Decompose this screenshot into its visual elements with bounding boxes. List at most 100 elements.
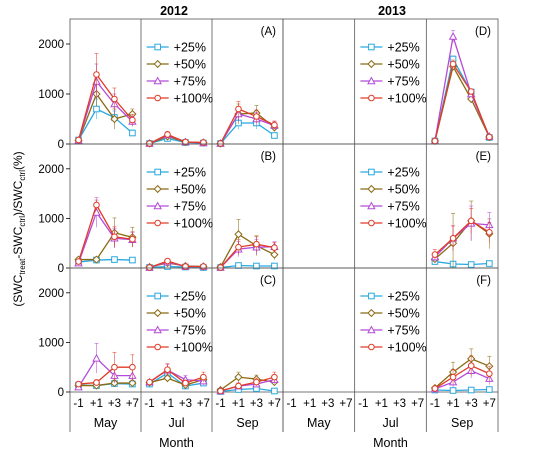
data-point xyxy=(217,140,224,147)
x-tick-label: -1 xyxy=(358,398,368,410)
x-axis-label: Month xyxy=(159,436,194,450)
data-point xyxy=(253,240,260,248)
legend: +25% +50% +75% +100% xyxy=(146,290,213,355)
month-label: Jul xyxy=(169,416,185,430)
data-point xyxy=(200,139,207,146)
legend-label: +25% xyxy=(387,290,419,304)
data-point xyxy=(431,251,439,258)
series-line xyxy=(220,376,275,391)
data-point xyxy=(235,243,242,251)
legend-label: +50% xyxy=(387,307,419,321)
legend-label: +50% xyxy=(387,58,419,72)
data-point xyxy=(486,386,493,393)
legend: +25% +50% +75% +100% xyxy=(360,166,427,231)
data-point xyxy=(146,140,153,147)
panel-c: 0 1000 2000 (C) +25% +50% +75% +100% xyxy=(38,267,284,399)
data-point xyxy=(182,138,189,146)
series-line xyxy=(77,73,133,141)
legend-label: +50% xyxy=(174,307,206,321)
data-point xyxy=(75,136,82,144)
data-point xyxy=(253,262,260,270)
y-label-post: (%) xyxy=(11,151,25,170)
series-line xyxy=(77,357,133,388)
x-tick-label: +7 xyxy=(268,398,281,410)
month-label: Sep xyxy=(236,416,258,430)
data-point xyxy=(449,234,457,242)
series-line xyxy=(434,220,490,256)
y-tick-label: 1000 xyxy=(38,89,64,101)
data-point xyxy=(93,105,100,113)
legend-label: +50% xyxy=(174,183,206,197)
data-point xyxy=(111,95,118,103)
x-tick-label: +3 xyxy=(321,398,334,410)
panel-a: 0 1000 2000 (A) +25% +50% +75% +100% xyxy=(38,18,284,151)
data-point xyxy=(200,373,207,381)
data-point xyxy=(467,217,475,225)
series-line xyxy=(434,36,490,142)
data-point xyxy=(467,88,475,95)
x-axis-label: Month xyxy=(373,436,408,450)
series-line xyxy=(77,108,133,141)
data-point xyxy=(217,387,224,395)
column-title-2013: 2013 xyxy=(378,4,406,18)
panel-label: (C) xyxy=(260,275,276,287)
y-tick-label: 2000 xyxy=(38,164,64,176)
data-point xyxy=(271,244,278,251)
data-point xyxy=(235,105,242,113)
panel-label: (F) xyxy=(476,275,491,287)
panels-layer: 0 1000 2000 (A) +25% +50% +75% +100% 0 1000 2000 (B… xyxy=(38,18,499,399)
data-point xyxy=(486,370,493,377)
x-tick-label: +1 xyxy=(232,398,245,410)
data-point xyxy=(93,201,100,209)
x-tick-label: +1 xyxy=(447,398,460,410)
series-line xyxy=(78,382,133,387)
x-axis-2013: -1 +1 +3 +7 -1 +1 +3 +7 -1 +1 +3 +7 May Jul Sep Month xyxy=(282,392,499,450)
series-line xyxy=(220,246,275,268)
legend-label: +50% xyxy=(387,183,419,197)
data-point xyxy=(92,353,101,362)
data-point xyxy=(486,133,493,141)
legend: +25% +50% +75% +100% xyxy=(360,290,427,355)
month-label: May xyxy=(94,416,118,430)
data-point xyxy=(129,363,136,371)
series-line xyxy=(434,388,490,392)
data-point xyxy=(129,116,136,124)
data-point xyxy=(110,114,119,124)
legend-marker xyxy=(368,343,375,351)
month-label: Sep xyxy=(451,416,473,430)
data-point xyxy=(75,258,82,265)
legend: +25% +50% +75% +100% xyxy=(146,41,213,106)
data-point xyxy=(431,137,439,145)
legend-label: +100% xyxy=(387,217,426,231)
series-line xyxy=(220,243,275,268)
series-line xyxy=(77,203,133,262)
month-label: May xyxy=(307,416,331,430)
x-tick-label: +7 xyxy=(339,398,352,410)
data-point xyxy=(271,373,278,381)
legend-marker xyxy=(368,219,375,227)
legend-label: +75% xyxy=(174,324,206,338)
series-plus25pct xyxy=(431,258,493,268)
y-label-mid2: )/SWC xyxy=(11,180,25,216)
panel-e: (E) +25% +50% +75% +100% xyxy=(282,143,499,269)
panel-label: (D) xyxy=(475,26,491,38)
legend-label: +75% xyxy=(174,200,206,214)
legend-label: +25% xyxy=(174,41,206,55)
panel-label: (A) xyxy=(261,26,277,38)
data-point xyxy=(164,131,171,138)
legend-marker xyxy=(153,325,162,334)
series-line xyxy=(77,92,133,141)
legend-marker xyxy=(153,59,162,69)
series-plus100pct xyxy=(431,355,493,392)
panel-d: (D) +25% +50% +75% +100% xyxy=(282,18,499,146)
legend-marker xyxy=(154,43,161,51)
data-point xyxy=(271,262,278,270)
data-point xyxy=(448,32,458,40)
series-line xyxy=(434,369,490,390)
y-tick-label: 1000 xyxy=(38,213,64,225)
data-point xyxy=(129,256,136,264)
data-point xyxy=(163,374,172,383)
x-tick-label: +7 xyxy=(483,398,496,410)
legend-marker xyxy=(368,94,375,102)
